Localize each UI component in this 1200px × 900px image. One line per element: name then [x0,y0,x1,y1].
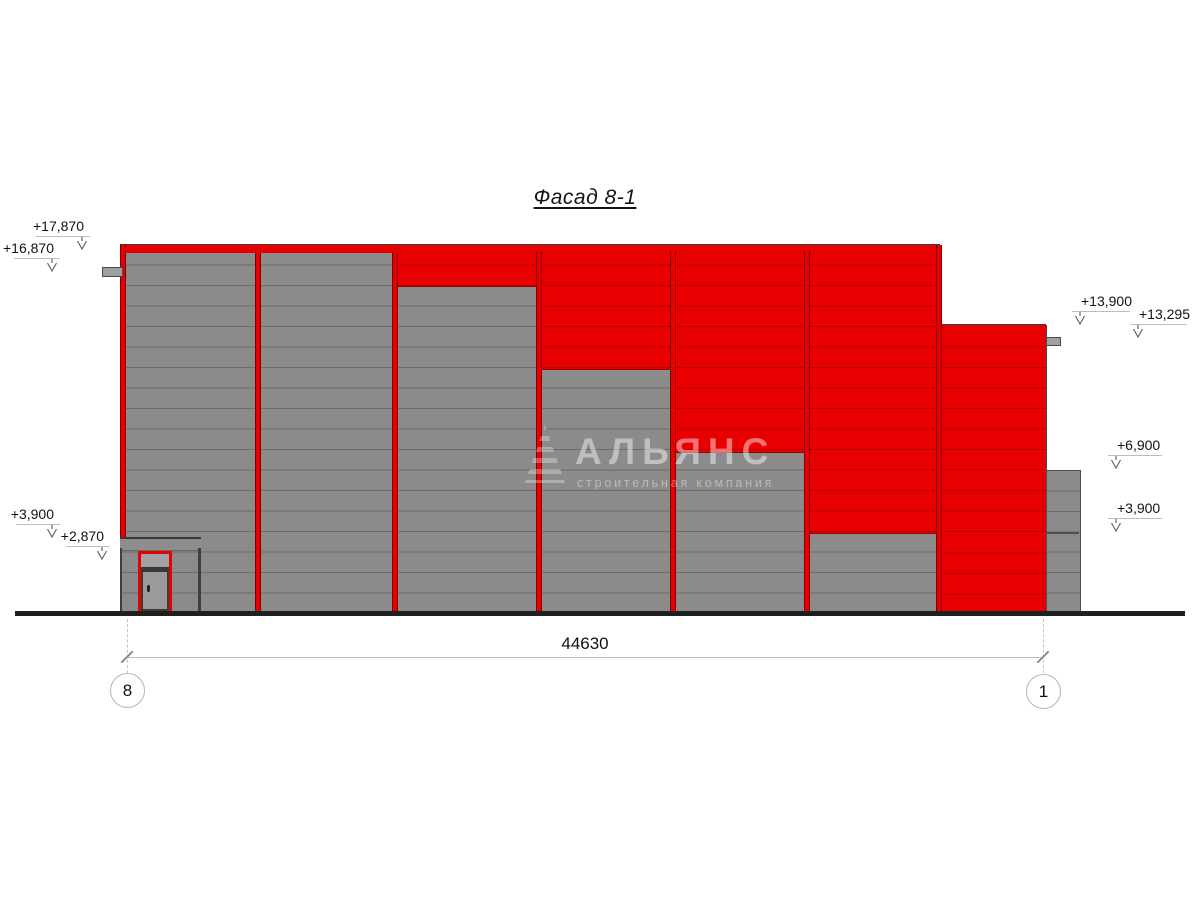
panel-joint-5 [804,252,810,613]
datum-arrow-icon [1074,312,1086,325]
panel-joint-4 [670,252,676,613]
drawing-title: Фасад 8-1 [533,186,637,209]
elevation-leader-line [14,258,60,259]
elevation-leader-line [36,236,90,237]
cladding-red-bay5 [673,245,807,453]
elevation-leader-line [1108,455,1162,456]
side-wall-divider [1046,532,1079,534]
entrance-corner-post [198,548,201,613]
door-transom-divider [141,567,169,570]
datum-arrow-icon [76,237,88,250]
elevation-value: +13,900 [1081,293,1132,309]
right-roof-tab [1046,337,1061,346]
right-section-parapet-band [940,324,1046,333]
elevation-value: +13,295 [1139,306,1190,322]
cladding-red-bay4 [539,245,673,370]
door-handle [147,585,150,592]
elevation-leader-line [66,546,110,547]
door-leaf [141,570,169,611]
panel-joint-1 [255,252,261,613]
panel-joint-2 [392,252,398,613]
entrance-left-jamb [120,548,122,613]
elevation-value: +17,870 [33,218,84,234]
ground-line [15,611,1185,616]
parapet-band [120,244,940,253]
datum-arrow-icon [1132,325,1144,338]
dimension-label: 44630 [561,634,609,653]
entrance-canopy [120,537,201,551]
elevation-leader-line [1108,518,1162,519]
door-transom-window [141,554,169,567]
entrance-door-frame [138,551,172,613]
datum-arrow-icon [1110,456,1122,469]
datum-arrow-icon [1110,519,1122,532]
elevation-value: +2,870 [60,528,104,544]
facade-right-section [940,325,1047,613]
panel-joint-3 [536,252,542,613]
elevation-value: +3,900 [10,506,54,522]
panel-joint-6 [936,245,942,613]
left-edge-strip [120,245,126,537]
cladding-red-bay6 [807,245,940,534]
dimension-line [127,657,1043,658]
elevation-leader-line [1072,311,1130,312]
elevation-value: +16,870 [3,240,54,256]
low-side-wall [1046,470,1081,615]
extension-line-right [1043,619,1044,673]
grid-axis-label: 1 [1038,681,1049,701]
elevation-value: +3,900 [1117,500,1161,516]
extension-line-left [127,619,128,673]
datum-arrow-icon [46,525,58,538]
elevation-leader-line [16,524,60,525]
datum-arrow-icon [96,547,108,560]
left-roof-tab [102,267,123,277]
grid-axis-bubble-8: 8 [110,673,145,708]
elevation-value: +6,900 [1117,437,1161,453]
datum-arrow-icon [46,259,58,272]
grid-axis-label: 8 [122,680,133,700]
grid-axis-bubble-1: 1 [1026,674,1061,709]
elevation-leader-line [1130,324,1187,325]
